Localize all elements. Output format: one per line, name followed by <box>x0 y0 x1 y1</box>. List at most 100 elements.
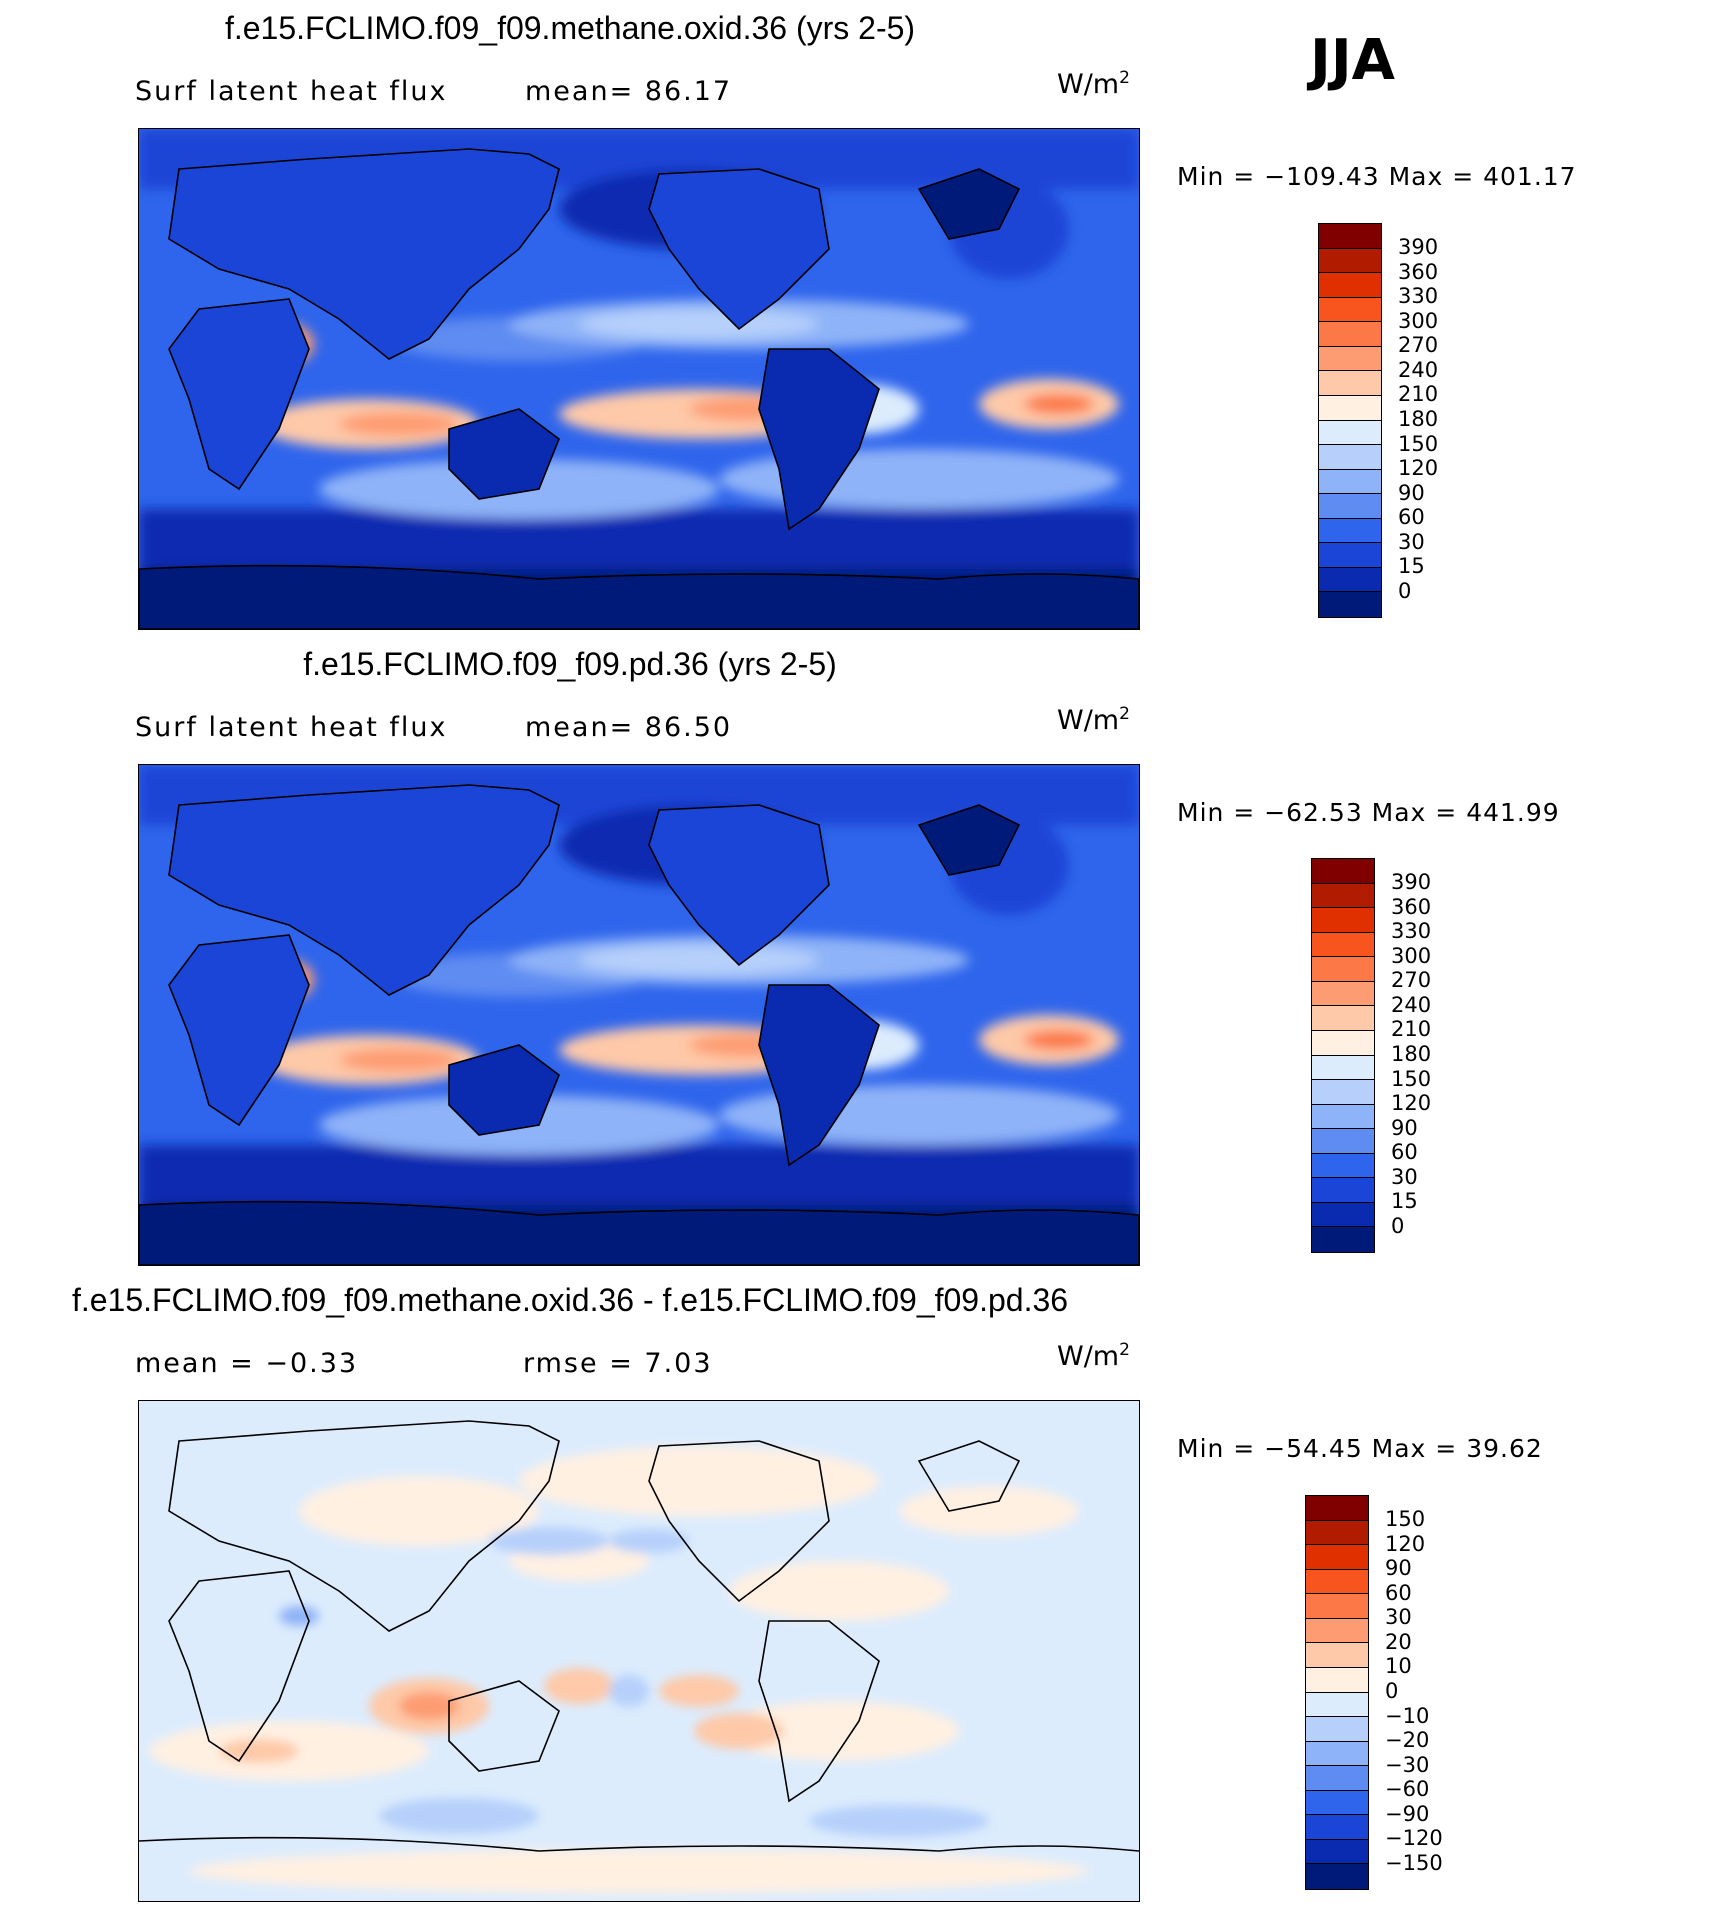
colorbar-swatch <box>1312 1104 1374 1130</box>
colorbar-level-label: 150 <box>1391 1066 1432 1091</box>
colorbar-level-label: 270 <box>1391 968 1432 993</box>
colorbar-swatch <box>1312 1080 1374 1105</box>
panel-1-variable-label: Surf latent heat flux <box>135 76 448 107</box>
colorbar-level-label: −90 <box>1385 1801 1430 1826</box>
panel-1-mean-label: mean= 86.17 <box>525 76 733 107</box>
colorbar-level-label: −60 <box>1385 1777 1430 1802</box>
colorbar-swatch <box>1319 273 1381 298</box>
colorbar-swatch <box>1312 981 1374 1007</box>
colorbar-swatch <box>1312 932 1374 958</box>
colorbar-level-label: −120 <box>1385 1826 1443 1851</box>
panel-1-map-field <box>139 129 1139 629</box>
colorbar-swatch <box>1306 1569 1368 1595</box>
colorbar-swatch <box>1319 494 1381 519</box>
panel-3-title: f.e15.FCLIMO.f09_f09.methane.oxid.36 - f… <box>71 1282 1069 1318</box>
colorbar-level-label: 90 <box>1391 1115 1418 1140</box>
colorbar-swatch <box>1306 1643 1368 1668</box>
season-label: JJA <box>1310 28 1396 93</box>
colorbar-level-label: 60 <box>1398 505 1425 530</box>
panel-3-units: W/m2 <box>1057 1340 1130 1372</box>
colorbar-swatch <box>1306 1766 1368 1791</box>
panel-3-colorbar <box>1305 1495 1369 1890</box>
colorbar-level-label: −20 <box>1385 1728 1430 1753</box>
panel-3-map-field <box>139 1401 1139 1901</box>
colorbar-level-label: 0 <box>1385 1678 1399 1703</box>
colorbar-swatch <box>1312 957 1374 982</box>
colorbar-swatch <box>1306 1545 1368 1570</box>
panel-2-title: f.e15.FCLIMO.f09_f09.pd.36 (yrs 2-5) <box>303 646 837 682</box>
colorbar-swatch <box>1319 567 1381 593</box>
colorbar-swatch <box>1312 908 1374 933</box>
colorbar-swatch <box>1306 1618 1368 1644</box>
panel-3-rmse-label: rmse = 7.03 <box>523 1348 713 1379</box>
colorbar-level-label: 210 <box>1391 1017 1432 1042</box>
colorbar-level-label: 360 <box>1391 894 1432 919</box>
panel-1-colorbar-labels: 390 360 330 300 270 240 210 180 150 120 90 60 30 15 0 <box>1398 235 1438 603</box>
colorbar-swatch <box>1319 346 1381 372</box>
colorbar-level-label: 210 <box>1398 382 1439 407</box>
colorbar-level-label: 90 <box>1385 1556 1412 1581</box>
colorbar-level-label: 330 <box>1391 919 1432 944</box>
colorbar-swatch <box>1319 297 1381 323</box>
colorbar-level-label: 0 <box>1398 578 1412 603</box>
colorbar-level-label: 30 <box>1391 1164 1418 1189</box>
panel-3-colorbar-labels: 150 120 90 60 30 20 10 0 −10 −20 −30 −60 −90 −120 −150 <box>1385 1507 1443 1875</box>
colorbar-level-label: 300 <box>1391 943 1432 968</box>
panel-2-colorbar <box>1311 858 1375 1253</box>
colorbar-swatch <box>1319 420 1381 446</box>
colorbar-swatch <box>1306 1839 1368 1865</box>
colorbar-level-label: 0 <box>1391 1213 1405 1238</box>
colorbar-level-label: 330 <box>1398 284 1439 309</box>
panel-1-units: W/m2 <box>1057 68 1130 100</box>
panel-2-map <box>138 764 1140 1266</box>
colorbar-swatch <box>1306 1741 1368 1767</box>
colorbar-swatch <box>1306 1864 1368 1889</box>
colorbar-swatch <box>1312 859 1374 884</box>
panel-3-minmax: Min = −54.45 Max = 39.62 <box>1177 1434 1543 1463</box>
panel-2-colorbar-labels: 390 360 330 300 270 240 210 180 150 120 90 60 30 15 0 <box>1391 870 1431 1238</box>
colorbar-level-label: 300 <box>1398 308 1439 333</box>
panel-2-mean-label: mean= 86.50 <box>525 712 733 743</box>
colorbar-swatch <box>1319 371 1381 396</box>
colorbar-level-label: 180 <box>1398 406 1439 431</box>
colorbar-level-label: 240 <box>1391 992 1432 1017</box>
colorbar-swatch <box>1312 1006 1374 1031</box>
colorbar-level-label: 150 <box>1398 431 1439 456</box>
panel-2-minmax: Min = −62.53 Max = 441.99 <box>1177 798 1560 827</box>
panel-1-map <box>138 128 1140 630</box>
colorbar-level-label: 20 <box>1385 1629 1412 1654</box>
colorbar-swatch <box>1312 1055 1374 1081</box>
colorbar-level-label: −30 <box>1385 1752 1430 1777</box>
panel-3-map <box>138 1400 1140 1902</box>
colorbar-swatch <box>1319 518 1381 544</box>
colorbar-level-label: 120 <box>1398 456 1439 481</box>
colorbar-level-label: 270 <box>1398 333 1439 358</box>
colorbar-swatch <box>1306 1692 1368 1718</box>
panel-1-title: f.e15.FCLIMO.f09_f09.methane.oxid.36 (yr… <box>224 10 916 46</box>
colorbar-level-label: 15 <box>1391 1189 1418 1214</box>
colorbar-swatch <box>1306 1496 1368 1521</box>
colorbar-swatch <box>1312 1178 1374 1203</box>
colorbar-level-label: 30 <box>1398 529 1425 554</box>
colorbar-swatch <box>1306 1520 1368 1546</box>
colorbar-swatch <box>1312 1030 1374 1056</box>
colorbar-level-label: 180 <box>1391 1041 1432 1066</box>
panel-1-minmax: Min = −109.43 Max = 401.17 <box>1177 162 1577 191</box>
colorbar-level-label: 360 <box>1398 259 1439 284</box>
colorbar-level-label: 150 <box>1385 1507 1426 1531</box>
colorbar-swatch <box>1319 224 1381 249</box>
colorbar-level-label: 120 <box>1385 1531 1426 1556</box>
colorbar-swatch <box>1319 395 1381 421</box>
panel-2-variable-label: Surf latent heat flux <box>135 712 448 743</box>
panel-2-map-field <box>139 765 1139 1265</box>
colorbar-swatch <box>1319 543 1381 568</box>
colorbar-level-label: −10 <box>1385 1703 1430 1728</box>
colorbar-swatch <box>1312 883 1374 909</box>
colorbar-swatch <box>1306 1815 1368 1840</box>
colorbar-level-label: 60 <box>1385 1580 1412 1605</box>
colorbar-swatch <box>1312 1153 1374 1179</box>
colorbar-level-label: 10 <box>1385 1654 1412 1679</box>
colorbar-swatch <box>1319 592 1381 617</box>
colorbar-swatch <box>1306 1594 1368 1619</box>
colorbar-swatch <box>1319 248 1381 274</box>
